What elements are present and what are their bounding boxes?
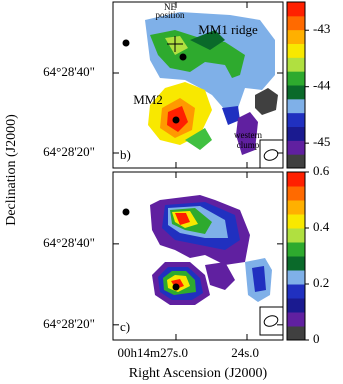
colorbar-segment — [287, 154, 305, 169]
colorbar-tick-label: -43 — [313, 21, 330, 36]
colorbar-segment — [287, 256, 305, 271]
colorbar-segment — [287, 298, 305, 313]
x-axis-label: Right Ascension (J2000) — [129, 366, 268, 381]
colorbar-segment — [287, 214, 305, 229]
colorbar-segment — [287, 312, 305, 327]
annotation: clump — [237, 140, 260, 150]
colorbar-segment — [287, 126, 305, 141]
colorbar-segment — [287, 29, 305, 44]
colorbar-segment — [287, 284, 305, 299]
colorbar-segment — [287, 186, 305, 201]
colorbar-tick-label: 0.4 — [313, 219, 330, 234]
colorbar-segment — [287, 172, 305, 187]
annotation: MM1 ridge — [198, 22, 258, 37]
colorbar-segment — [287, 98, 305, 114]
annotation: position — [155, 10, 185, 20]
x-tick-label: 00h14m27s.0 — [118, 345, 188, 360]
colorbar-segment — [287, 71, 305, 86]
colorbar-segment — [287, 15, 305, 31]
annotation: western — [234, 130, 262, 140]
x-tick-label: 24s.0 — [231, 345, 259, 360]
annotation: MM2 — [133, 92, 163, 107]
colorbar-frame — [286, 1, 306, 169]
colorbar-frame — [286, 171, 306, 341]
y-tick-label: 64°28'20" — [43, 316, 95, 331]
y-tick-label: 64°28'40" — [43, 235, 95, 250]
colorbar-segment — [287, 43, 305, 58]
colorbar-segment — [287, 112, 305, 127]
colorbar-segment — [287, 242, 305, 257]
y-tick-label: 64°28'20" — [43, 144, 95, 159]
colorbar-segment — [287, 57, 305, 72]
colorbar-segment — [287, 270, 305, 285]
colorbar-segment — [287, 140, 305, 155]
colorbar-segment — [287, 85, 305, 100]
colorbar-segment — [287, 2, 305, 17]
colorbar-tick-label: 0.2 — [313, 275, 329, 290]
map-b — [122, 12, 284, 169]
panel-label: c) — [120, 319, 130, 334]
panel-label: b) — [120, 147, 131, 162]
colorbar-tick-label: 0 — [313, 331, 320, 346]
frame-b — [112, 1, 284, 169]
colorbar-segment — [287, 228, 305, 243]
colorbar-segment — [287, 326, 305, 341]
colorbar-tick-label: 0.6 — [313, 163, 330, 178]
frame-c — [112, 171, 284, 341]
annotation: NE — [164, 2, 176, 12]
y-axis-label: Declination (J2000) — [4, 114, 19, 226]
map-c — [122, 195, 284, 336]
colorbar-tick-label: -44 — [313, 78, 331, 93]
colorbar-tick-label: -45 — [313, 134, 330, 149]
colorbar-segment — [287, 200, 305, 215]
y-tick-label: 64°28'40" — [43, 64, 95, 79]
